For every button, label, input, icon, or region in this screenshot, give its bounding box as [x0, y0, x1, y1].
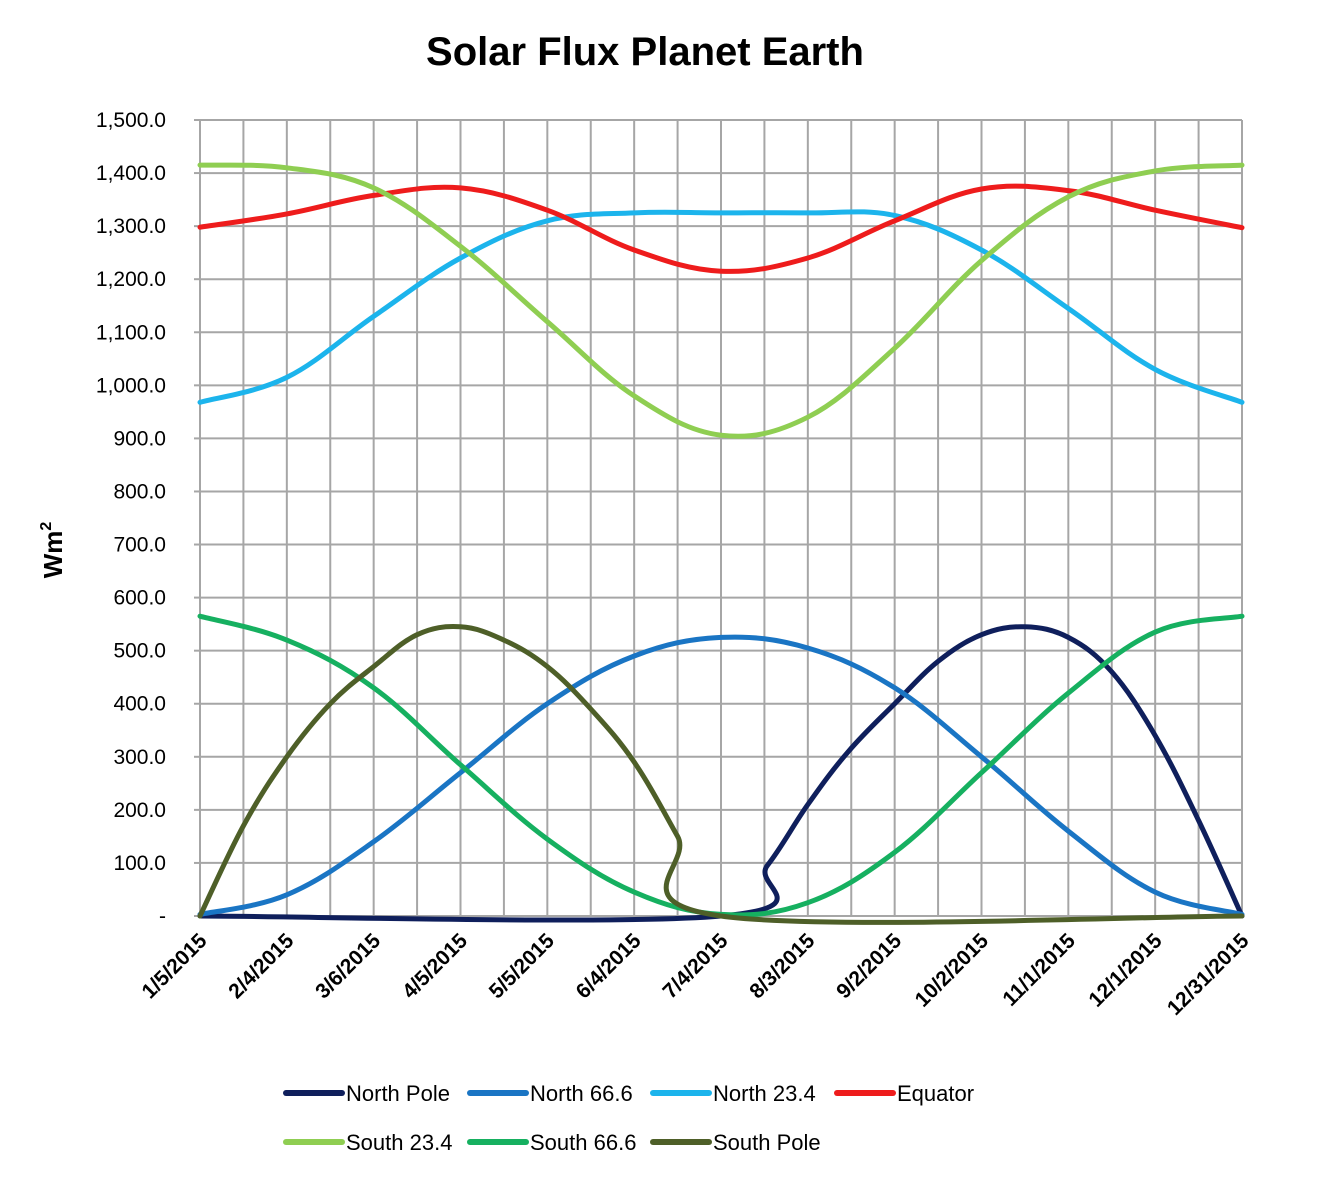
series-line-south-pole: [197, 624, 1245, 925]
legend: North Pole North 66.6 North 23.4 Equator Sou…: [283, 1081, 974, 1155]
legend-label-north-23-4: North 23.4: [713, 1081, 816, 1106]
y-tick-label: 1,300.0: [96, 215, 166, 238]
y-tick-label: 600.0: [113, 587, 166, 610]
x-tick-label: 5/5/2015: [485, 929, 559, 1003]
x-axis-ticks: 1/5/2015 2/4/2015 3/6/2015 4/5/2015 5/5/2015…: [137, 929, 1253, 1020]
x-tick-label: 10/2/2015: [911, 929, 994, 1012]
x-tick-label: 7/4/2015: [658, 929, 732, 1003]
y-axis-label-text: Wm: [38, 531, 68, 579]
x-tick-label: 12/31/2015: [1163, 929, 1254, 1020]
y-tick-label: 100.0: [113, 852, 166, 875]
legend-label-south-66-6: South 66.6: [530, 1130, 636, 1155]
x-tick-label: 4/5/2015: [398, 929, 472, 1003]
y-axis-ticks: - 100.0 200.0 300.0 400.0 500.0 600.0 700.0 800.…: [96, 109, 166, 928]
y-tick-label: -: [159, 905, 166, 928]
series-line-north-23-4: [197, 209, 1245, 405]
legend-label-equator: Equator: [897, 1081, 974, 1106]
y-tick-label: 900.0: [113, 427, 166, 450]
y-tick-label: 500.0: [113, 640, 166, 663]
y-tick-label: 300.0: [113, 746, 166, 769]
series-line-north-66-6: [197, 634, 1245, 917]
grid-lines: [194, 119, 1243, 917]
chart-title: Solar Flux Planet Earth: [426, 30, 864, 74]
legend-label-south-23-4: South 23.4: [346, 1130, 452, 1155]
y-tick-label: 1,200.0: [96, 268, 166, 291]
x-tick-label: 2/4/2015: [224, 929, 298, 1003]
y-tick-label: 1,100.0: [96, 321, 166, 344]
x-tick-label: 9/2/2015: [832, 929, 906, 1003]
y-tick-label: 1,500.0: [96, 109, 166, 132]
y-tick-label: 200.0: [113, 799, 166, 822]
x-tick-label: 1/5/2015: [137, 929, 211, 1003]
y-tick-label: 800.0: [113, 480, 166, 503]
legend-label-north-pole: North Pole: [346, 1081, 450, 1106]
x-tick-label: 12/1/2015: [1084, 929, 1167, 1012]
y-axis-label-superscript: 2: [38, 522, 55, 531]
series-line-south-23-4: [197, 162, 1245, 439]
x-tick-label: 6/4/2015: [572, 929, 646, 1003]
x-tick-label: 3/6/2015: [311, 929, 385, 1003]
legend-label-north-66-6: North 66.6: [530, 1081, 633, 1106]
x-tick-label: 11/1/2015: [998, 929, 1080, 1011]
y-tick-label: 1,400.0: [96, 162, 166, 185]
y-tick-label: 1,000.0: [96, 374, 166, 397]
y-tick-label: 700.0: [113, 534, 166, 557]
x-tick-label: 8/3/2015: [745, 929, 819, 1003]
y-tick-label: 400.0: [113, 693, 166, 716]
series-line-equator: [197, 183, 1245, 274]
series-lines: [197, 162, 1245, 925]
y-axis-label: Wm2: [38, 522, 68, 579]
legend-label-south-pole: South Pole: [713, 1130, 821, 1155]
